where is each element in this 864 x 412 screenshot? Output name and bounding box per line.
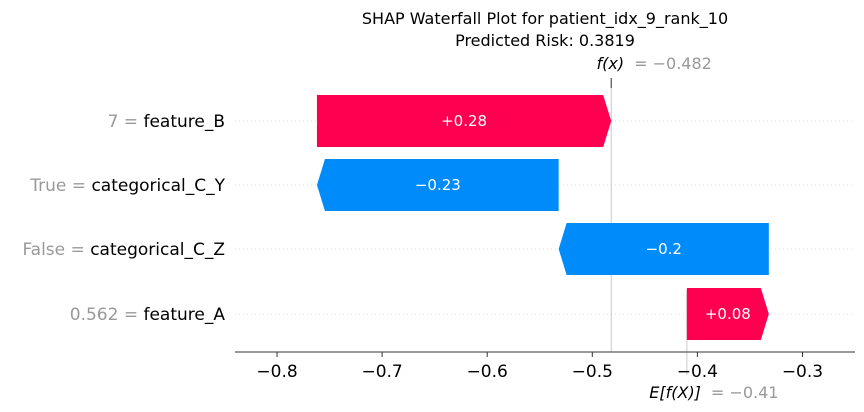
chart-subtitle: Predicted Risk: 0.3819 xyxy=(455,31,635,50)
fx-label: f(x) = −0.482 xyxy=(597,54,712,73)
efx-name: E[f(X)] xyxy=(649,383,701,402)
chart-title: SHAP Waterfall Plot for patient_idx_9_ra… xyxy=(362,9,728,29)
waterfall-bar-categorical_C_Y xyxy=(316,159,559,211)
feature-name: categorical_C_Y xyxy=(91,176,225,196)
feature-name: feature_B xyxy=(143,112,225,132)
feature-value: False xyxy=(22,240,65,260)
x-tick-label: −0.4 xyxy=(677,362,718,382)
efx-value: = −0.41 xyxy=(711,383,779,402)
bar-value-label: −0.23 xyxy=(415,176,461,194)
waterfall-bar-feature_A xyxy=(686,288,769,340)
feature-equals: = xyxy=(65,240,90,260)
feature-equals: = xyxy=(118,112,143,132)
feature-label: 0.562 = feature_A xyxy=(70,305,226,325)
fx-name: f(x) xyxy=(597,54,625,73)
x-tick-label: −0.6 xyxy=(467,362,508,382)
feature-label: False = categorical_C_Z xyxy=(22,240,225,260)
x-tick-label: −0.8 xyxy=(256,362,297,382)
feature-equals: = xyxy=(66,176,91,196)
feature-value: 7 xyxy=(108,112,119,132)
x-tick-label: −0.5 xyxy=(572,362,613,382)
waterfall-bar-feature_B xyxy=(316,95,612,147)
feature-value: True xyxy=(29,176,66,196)
feature-value: 0.562 xyxy=(70,305,119,325)
fx-value: = −0.482 xyxy=(634,54,712,73)
efx-label: E[f(X)] = −0.41 xyxy=(649,383,778,402)
feature-label: 7 = feature_B xyxy=(108,112,225,132)
bar-value-label: −0.2 xyxy=(646,240,682,258)
bar-value-label: +0.08 xyxy=(705,305,751,323)
feature-equals: = xyxy=(118,305,143,325)
waterfall-bar-categorical_C_Z xyxy=(558,223,769,275)
bar-value-label: +0.28 xyxy=(441,112,487,130)
feature-label: True = categorical_C_Y xyxy=(29,176,225,196)
x-tick-label: −0.3 xyxy=(782,362,823,382)
feature-name: feature_A xyxy=(143,305,225,325)
x-tick-label: −0.7 xyxy=(361,362,402,382)
feature-name: categorical_C_Z xyxy=(90,240,225,260)
